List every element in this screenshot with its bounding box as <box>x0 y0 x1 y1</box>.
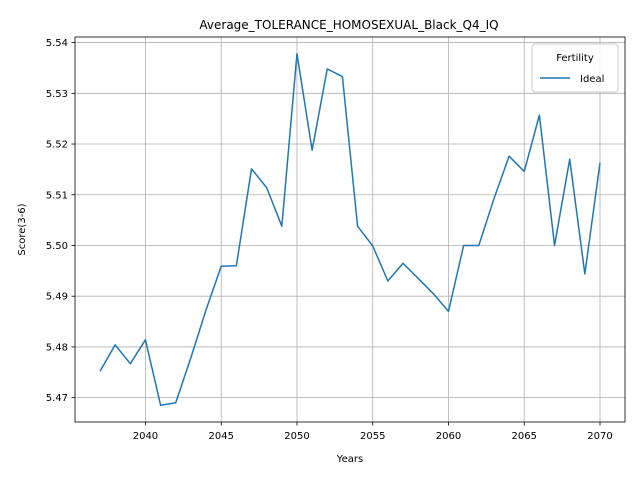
y-tick-label: 5.51 <box>46 190 68 201</box>
x-tick-label: 2050 <box>284 431 309 442</box>
x-axis-label: Years <box>336 454 363 465</box>
y-tick-label: 5.52 <box>46 140 68 151</box>
chart-title: Average_TOLERANCE_HOMOSEXUAL_Black_Q4_IQ <box>199 18 498 32</box>
legend-box <box>532 44 618 92</box>
legend-label-ideal: Ideal <box>580 74 604 85</box>
x-tick-label: 2045 <box>208 431 233 442</box>
y-tick-label: 5.50 <box>46 241 68 252</box>
x-tick-label: 2060 <box>436 431 461 442</box>
legend: Fertility Ideal <box>532 44 618 92</box>
x-tick-label: 2065 <box>512 431 537 442</box>
legend-title: Fertility <box>556 53 594 64</box>
y-tick-label: 5.48 <box>46 342 68 353</box>
y-tick-label: 5.54 <box>46 38 68 49</box>
y-tick-label: 5.49 <box>46 292 68 303</box>
y-axis-label: Score(3-6) <box>17 203 28 255</box>
x-tick-label: 2070 <box>587 431 612 442</box>
y-tick-label: 5.53 <box>46 89 68 100</box>
y-tick-label: 5.47 <box>46 393 68 404</box>
x-tick-label: 2040 <box>133 431 158 442</box>
x-tick-label: 2055 <box>360 431 385 442</box>
